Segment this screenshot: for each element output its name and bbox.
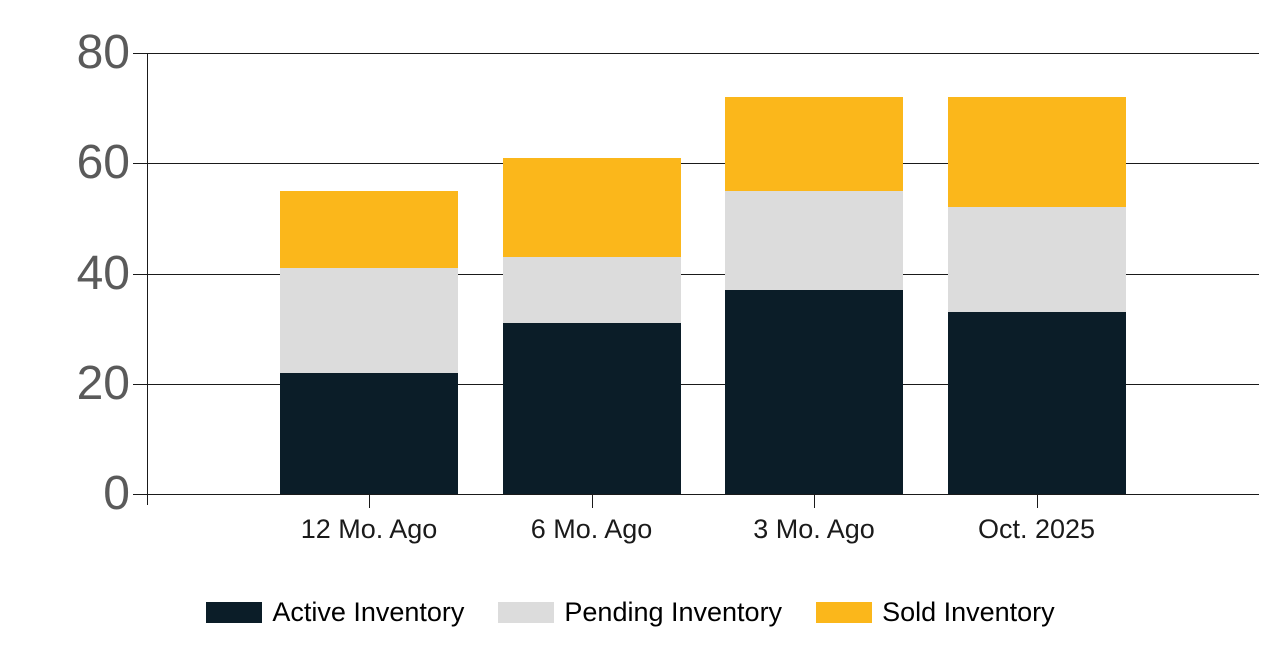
y-axis-tick — [133, 383, 147, 385]
bar-segment-active-inventory — [947, 312, 1126, 494]
bar-segment-sold-inventory — [947, 97, 1126, 208]
y-axis-gridline — [147, 163, 1259, 165]
legend-label-sold-inventory: Sold Inventory — [882, 597, 1055, 627]
y-axis-tick — [133, 53, 147, 54]
x-axis-tick — [814, 494, 815, 508]
legend-item-sold-inventory: Sold Inventory — [816, 596, 1055, 628]
bar-segment-pending-inventory — [502, 256, 681, 324]
bar-segment-sold-inventory — [502, 157, 681, 257]
x-axis-tick — [591, 494, 593, 508]
y-axis-line — [147, 53, 148, 505]
bar-segment-pending-inventory — [280, 267, 458, 373]
x-axis-line — [147, 494, 1259, 495]
bar-segment-pending-inventory — [725, 190, 903, 291]
x-axis-label: 6 Mo. Ago — [530, 514, 653, 544]
legend-swatch-active-inventory — [206, 601, 263, 623]
y-axis-tick-label: 80 — [76, 26, 130, 79]
y-axis-tick-label: 60 — [76, 136, 130, 190]
legend-swatch-pending-inventory — [498, 601, 555, 623]
x-axis-label: 12 Mo. Ago — [300, 514, 438, 544]
bar-segment-pending-inventory — [947, 207, 1126, 313]
x-axis-tick — [369, 494, 370, 508]
x-axis-tick — [1036, 494, 1038, 508]
y-axis-gridline — [147, 53, 1259, 54]
bar-segment-active-inventory — [725, 290, 903, 494]
y-axis-gridline — [147, 383, 1259, 385]
bar-segment-sold-inventory — [280, 190, 458, 268]
bar-segment-sold-inventory — [725, 97, 903, 191]
y-axis-tick — [133, 163, 147, 165]
bar-segment-active-inventory — [502, 323, 681, 494]
x-axis-label: Oct. 2025 — [977, 514, 1096, 544]
legend-label-active-inventory: Active Inventory — [272, 597, 465, 627]
y-axis-tick-label: 0 — [103, 467, 130, 520]
legend-label-pending-inventory: Pending Inventory — [564, 597, 783, 627]
legend-item-active-inventory: Active Inventory — [206, 596, 464, 628]
y-axis-tick — [133, 273, 147, 275]
chart-legend: Active Inventory Pending Inventory Sold … — [0, 596, 1261, 628]
legend-item-pending-inventory: Pending Inventory — [498, 596, 782, 628]
y-axis-tick-label: 20 — [76, 356, 130, 410]
x-axis-label: 3 Mo. Ago — [753, 514, 875, 544]
legend-swatch-sold-inventory — [816, 601, 873, 623]
y-axis-tick — [133, 494, 147, 495]
y-axis-tick-label: 40 — [76, 246, 130, 300]
y-axis-gridline — [147, 273, 1259, 275]
bar-segment-active-inventory — [280, 372, 458, 494]
